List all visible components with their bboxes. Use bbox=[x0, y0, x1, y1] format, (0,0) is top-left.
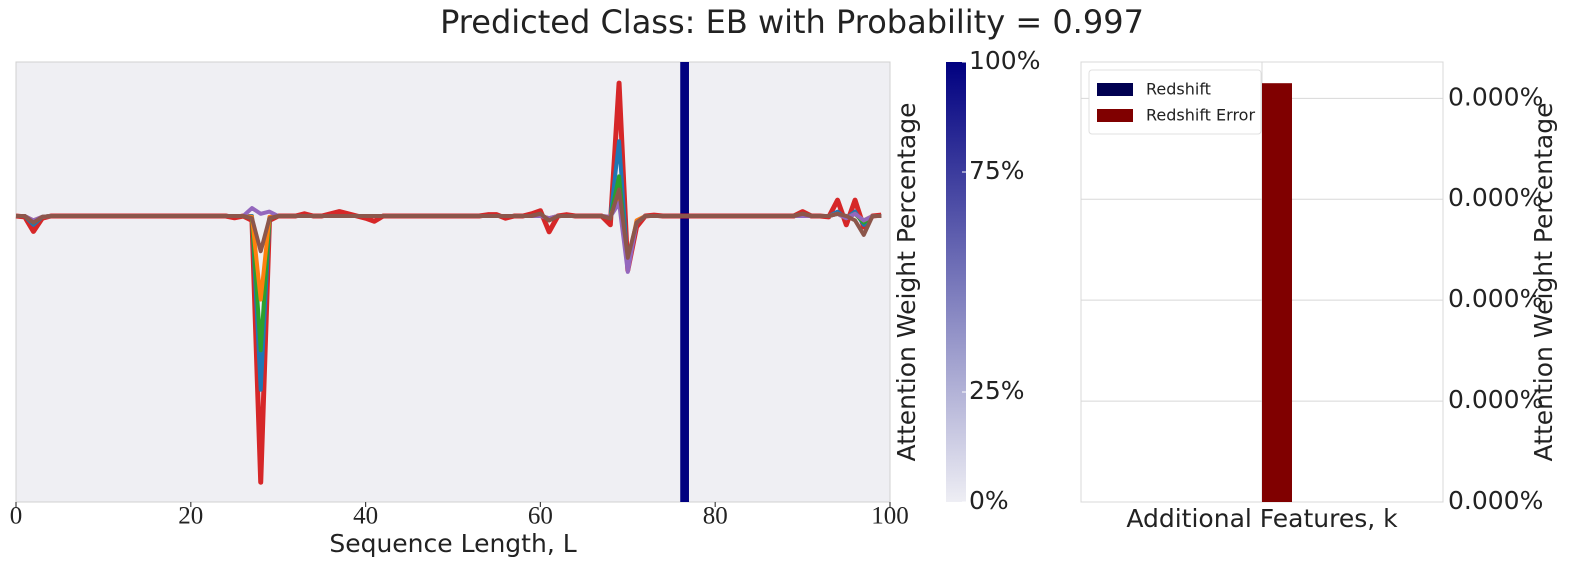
x-tick-label: 100 bbox=[871, 503, 909, 530]
legend-label: Redshift Error bbox=[1146, 106, 1255, 125]
highlight-span bbox=[680, 62, 689, 502]
series-line bbox=[16, 187, 882, 260]
plot-area bbox=[15, 61, 891, 503]
x-tick-label: 60 bbox=[528, 503, 553, 530]
x-tick-label: 80 bbox=[703, 503, 728, 530]
bar bbox=[1262, 83, 1292, 502]
legend-label: Redshift bbox=[1146, 80, 1211, 99]
y-tick-label: 0.000% bbox=[1448, 284, 1543, 313]
colorbar-tick-label: 25% bbox=[969, 376, 1025, 405]
colorbar-tick-label: 0% bbox=[969, 486, 1009, 515]
y-tick-label: 0.000% bbox=[1448, 385, 1543, 414]
x-axis-label: Additional Features, k bbox=[1126, 504, 1398, 533]
legend-swatch bbox=[1097, 109, 1133, 122]
x-axis-label: Sequence Length, L bbox=[329, 529, 576, 558]
colorbar-tick-label: 100% bbox=[969, 46, 1040, 75]
y-axis-label: Attention Weight Percentage bbox=[1529, 102, 1558, 461]
colorbar-tick-label: 75% bbox=[969, 156, 1025, 185]
x-tick-label: 20 bbox=[178, 503, 203, 530]
x-tick-label: 0 bbox=[10, 503, 23, 530]
x-tick-label: 40 bbox=[353, 503, 378, 530]
y-tick-label: 0.000% bbox=[1448, 183, 1543, 212]
y-tick-label: 0.000% bbox=[1448, 82, 1543, 111]
y-tick-label: 0.000% bbox=[1448, 486, 1543, 515]
figure-title: Predicted Class: EB with Probability = 0… bbox=[440, 3, 1144, 41]
legend-swatch bbox=[1097, 83, 1133, 96]
colorbar-label: Attention Weight Percentage bbox=[892, 102, 921, 461]
colorbar bbox=[946, 62, 966, 502]
